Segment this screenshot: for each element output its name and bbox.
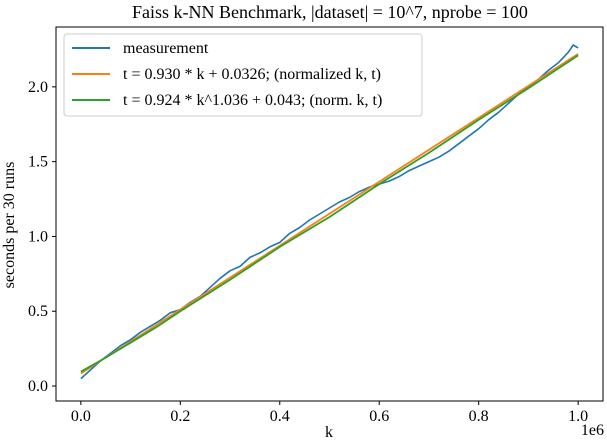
x-axis-label: k	[325, 424, 333, 441]
series-layer	[80, 44, 579, 380]
series-line-1	[80, 44, 579, 380]
y-tick-label: 0.5	[28, 303, 48, 320]
x-axis-offset-label: 1e6	[581, 422, 604, 439]
y-tick-label: 2.0	[28, 79, 48, 96]
legend-label-3: t = 0.924 * k^1.036 + 0.043; (norm. k, t…	[123, 92, 382, 109]
y-tick-label: 1.5	[28, 154, 48, 171]
x-tick-label: 0.0	[71, 408, 91, 425]
y-tick-label: 1.0	[28, 228, 48, 245]
y-axis-label: seconds per 30 runs	[1, 162, 18, 289]
x-tick-label: 0.8	[469, 408, 489, 425]
legend-label-1: measurement	[123, 40, 209, 57]
x-axis-ticks: 0.0 0.2 0.4 0.6 0.8 1.0	[71, 401, 588, 425]
axes-frame	[55, 26, 604, 402]
series-line-2	[80, 53, 579, 375]
chart-title: Faiss k-NN Benchmark, |dataset| = 10^7, …	[132, 2, 528, 22]
x-tick-label: 0.6	[369, 408, 389, 425]
y-tick-label: 0.0	[28, 378, 48, 395]
x-tick-label: 0.4	[270, 408, 290, 425]
plot-area: 0.0 0.2 0.4 0.6 0.8 1.0 0.0 0.5 1.0 1.5 2.0	[28, 26, 604, 425]
legend-box	[63, 33, 423, 117]
series-line-3	[80, 54, 579, 373]
x-tick-label: 1.0	[568, 408, 588, 425]
x-tick-label: 0.2	[170, 408, 190, 425]
legend-label-2: t = 0.930 * k + 0.0326; (normalized k, t…	[123, 66, 381, 83]
y-axis-ticks: 0.0 0.5 1.0 1.5 2.0	[28, 79, 56, 395]
legend: measurement t = 0.930 * k + 0.0326; (norm…	[63, 33, 423, 117]
